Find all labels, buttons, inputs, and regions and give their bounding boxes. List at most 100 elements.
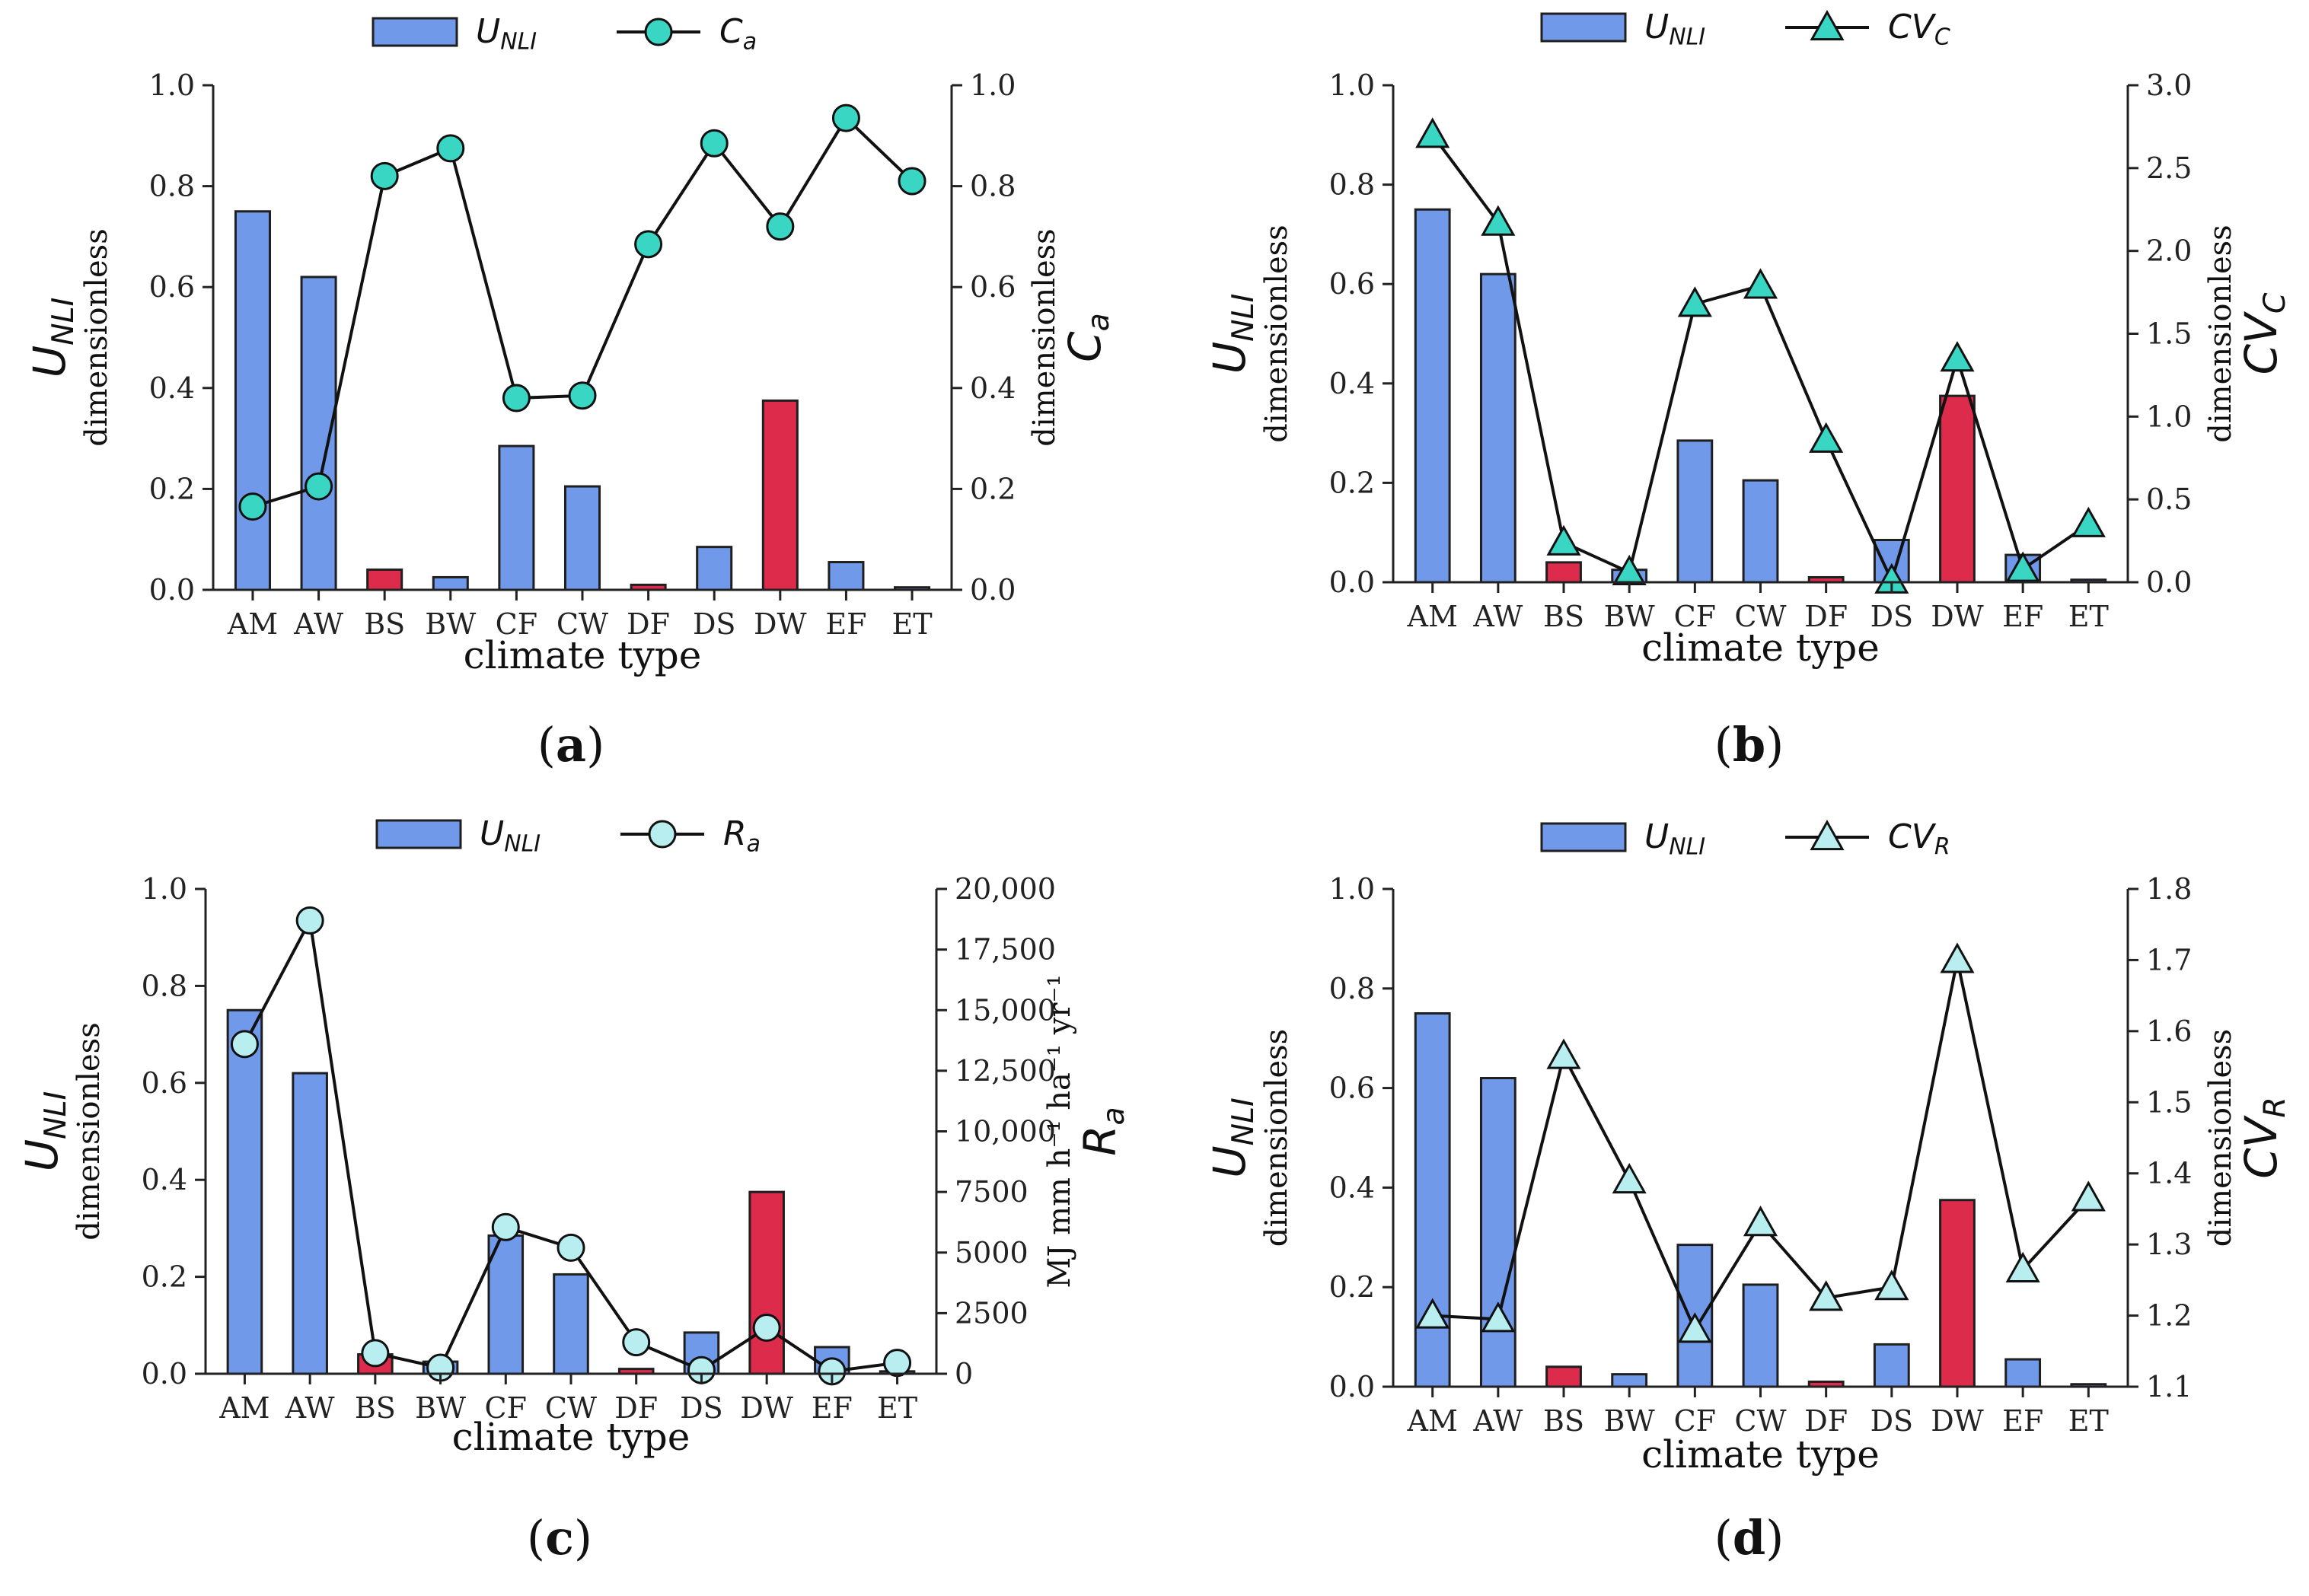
y-axis-symbol: UNLI bbox=[16, 1091, 73, 1172]
x-axis-label: climate type bbox=[1641, 1432, 1880, 1477]
panel-label-open: ( bbox=[537, 717, 556, 773]
marker-et bbox=[883, 1349, 912, 1378]
legend-label-line: Ca bbox=[719, 12, 757, 55]
x-tick-label-bs: BS bbox=[1543, 600, 1584, 633]
legend-bar-swatch bbox=[1540, 12, 1627, 43]
y2-axis-symbol-sub: a bbox=[1096, 1107, 1131, 1125]
x-tick-label-cf: CF bbox=[496, 607, 537, 641]
right-tick-label: 1.8 bbox=[2146, 872, 2192, 906]
chart-panel-a: 0.0 0.2 0.4 0.6 0.8 1.0 0.0 0.2 0.4 0.6 0.8 1.0 AM AW… bbox=[24, 12, 1116, 773]
marker-aw bbox=[305, 472, 333, 501]
right-tick-label: 0.6 bbox=[970, 270, 1016, 304]
bar-cw bbox=[553, 1273, 589, 1375]
marker-am bbox=[1415, 1298, 1450, 1329]
left-tick-label: 1.0 bbox=[1329, 872, 1375, 906]
panel-label: (c) bbox=[527, 1510, 592, 1566]
x-tick-label-cw: CW bbox=[557, 607, 608, 641]
right-tick-label: 1.5 bbox=[2146, 1085, 2192, 1119]
marker-ef bbox=[2005, 551, 2040, 582]
right-tick-label: 17,500 bbox=[955, 933, 1056, 967]
y-axis-symbol-main: U bbox=[1204, 342, 1255, 374]
left-tick-label: 0.8 bbox=[1329, 972, 1375, 1005]
x-tick-label-ds: DS bbox=[1870, 600, 1914, 633]
x-tick-label-am: AM bbox=[1407, 600, 1458, 633]
legend-label-line: CVC bbox=[1888, 8, 1950, 50]
marker-bw bbox=[1612, 1162, 1647, 1194]
right-tick-label: 1.0 bbox=[2146, 400, 2192, 433]
marker-ds bbox=[700, 129, 729, 158]
x-tick-label-bw: BW bbox=[1604, 1404, 1655, 1438]
marker-et bbox=[898, 167, 926, 196]
bar-cw bbox=[563, 485, 601, 591]
left-tick-label: 0.8 bbox=[149, 170, 195, 203]
x-tick-label-am: AM bbox=[218, 1391, 269, 1425]
legend-marker bbox=[1810, 819, 1845, 851]
right-tick-label: 0.4 bbox=[970, 371, 1016, 405]
legend-bar-sub: NLI bbox=[504, 830, 541, 857]
bar-am bbox=[234, 210, 271, 591]
legend-line-sub: C bbox=[1934, 24, 1950, 50]
marker-dw bbox=[766, 212, 795, 241]
bar-am bbox=[1414, 208, 1451, 584]
marker-bw bbox=[436, 134, 465, 163]
left-tick-label: 0.4 bbox=[1329, 367, 1375, 400]
x-tick-label-ef: EF bbox=[2002, 1404, 2043, 1438]
right-tick-label: 1.5 bbox=[2146, 317, 2192, 351]
panel-label-close: ) bbox=[586, 717, 604, 773]
right-tick-label: 20,000 bbox=[955, 872, 1056, 906]
marker-bs bbox=[361, 1339, 390, 1368]
y-axis-dimension-label: dimensionless bbox=[1259, 225, 1294, 442]
bar-ds bbox=[1873, 1343, 1910, 1388]
marker-dw bbox=[752, 1313, 781, 1342]
bar-dw bbox=[1939, 394, 1976, 584]
right-tick-label: 15,000 bbox=[955, 993, 1056, 1027]
left-tick-label: 0.0 bbox=[149, 573, 195, 607]
panel-label-open: ( bbox=[527, 1510, 545, 1566]
left-tick-label: 1.0 bbox=[142, 872, 187, 906]
x-tick-label-cw: CW bbox=[545, 1391, 597, 1425]
left-tick-label: 0.8 bbox=[142, 969, 187, 1002]
left-tick-label: 1.0 bbox=[149, 68, 195, 102]
x-tick-label-ef: EF bbox=[2002, 600, 2043, 633]
panel-label-open: ( bbox=[1714, 1510, 1733, 1566]
bar-am bbox=[1414, 1012, 1451, 1388]
y-axis-symbol-main: U bbox=[1204, 1145, 1255, 1177]
panel-label-close: ) bbox=[1765, 1510, 1784, 1566]
legend: UNLI Ca bbox=[372, 12, 757, 55]
x-tick-label-cf: CF bbox=[1674, 600, 1716, 633]
marker-cf bbox=[1677, 1312, 1712, 1343]
right-tick-label: 1.0 bbox=[970, 68, 1016, 102]
x-axis-label: climate type bbox=[452, 1415, 690, 1459]
marker-df bbox=[1809, 1280, 1844, 1311]
legend-line-sub: a bbox=[743, 28, 757, 55]
marker-am bbox=[1415, 117, 1450, 148]
x-axis-label: climate type bbox=[464, 633, 702, 677]
x-tick-label-bs: BS bbox=[1543, 1404, 1584, 1438]
x-tick-label-ds: DS bbox=[1870, 1404, 1914, 1438]
legend-line-main: R bbox=[723, 814, 747, 853]
right-tick-label: 1.3 bbox=[2146, 1228, 2192, 1261]
chart-panel-d: 0.0 0.2 0.4 0.6 0.8 1.0 1.1 1.2 1.3 1.4 1.5 1.6 1.7 1… bbox=[1204, 817, 2292, 1566]
left-tick-label: 0.4 bbox=[142, 1163, 187, 1196]
x-tick-label-ef: EF bbox=[825, 607, 866, 641]
x-tick-label-et: ET bbox=[891, 607, 932, 641]
panel-label-letter: b bbox=[1733, 717, 1765, 773]
bar-bw bbox=[1611, 1373, 1648, 1388]
left-tick-label: 0.4 bbox=[149, 371, 195, 405]
legend-label-bar: UNLI bbox=[476, 12, 537, 55]
bar-cf bbox=[1676, 439, 1714, 584]
legend-bar-sub: NLI bbox=[500, 28, 537, 55]
y2-axis-dimension-label: dimensionless bbox=[2203, 1029, 2238, 1247]
legend-marker bbox=[648, 820, 677, 849]
marker-dw bbox=[1940, 942, 1975, 973]
bar-ef bbox=[2004, 1358, 2042, 1388]
bar-ef bbox=[828, 561, 865, 591]
legend: UNLI Ra bbox=[375, 814, 761, 857]
x-tick-label-am: AM bbox=[1407, 1404, 1458, 1438]
y-axis-dimension-label: dimensionless bbox=[72, 1022, 107, 1240]
x-tick-label-cf: CF bbox=[485, 1391, 527, 1425]
x-tick-label-et: ET bbox=[877, 1391, 917, 1425]
right-tick-label: 2.0 bbox=[2146, 234, 2192, 268]
y2-axis-symbol: CVC bbox=[2235, 292, 2292, 374]
marker-bs bbox=[1546, 1038, 1581, 1069]
